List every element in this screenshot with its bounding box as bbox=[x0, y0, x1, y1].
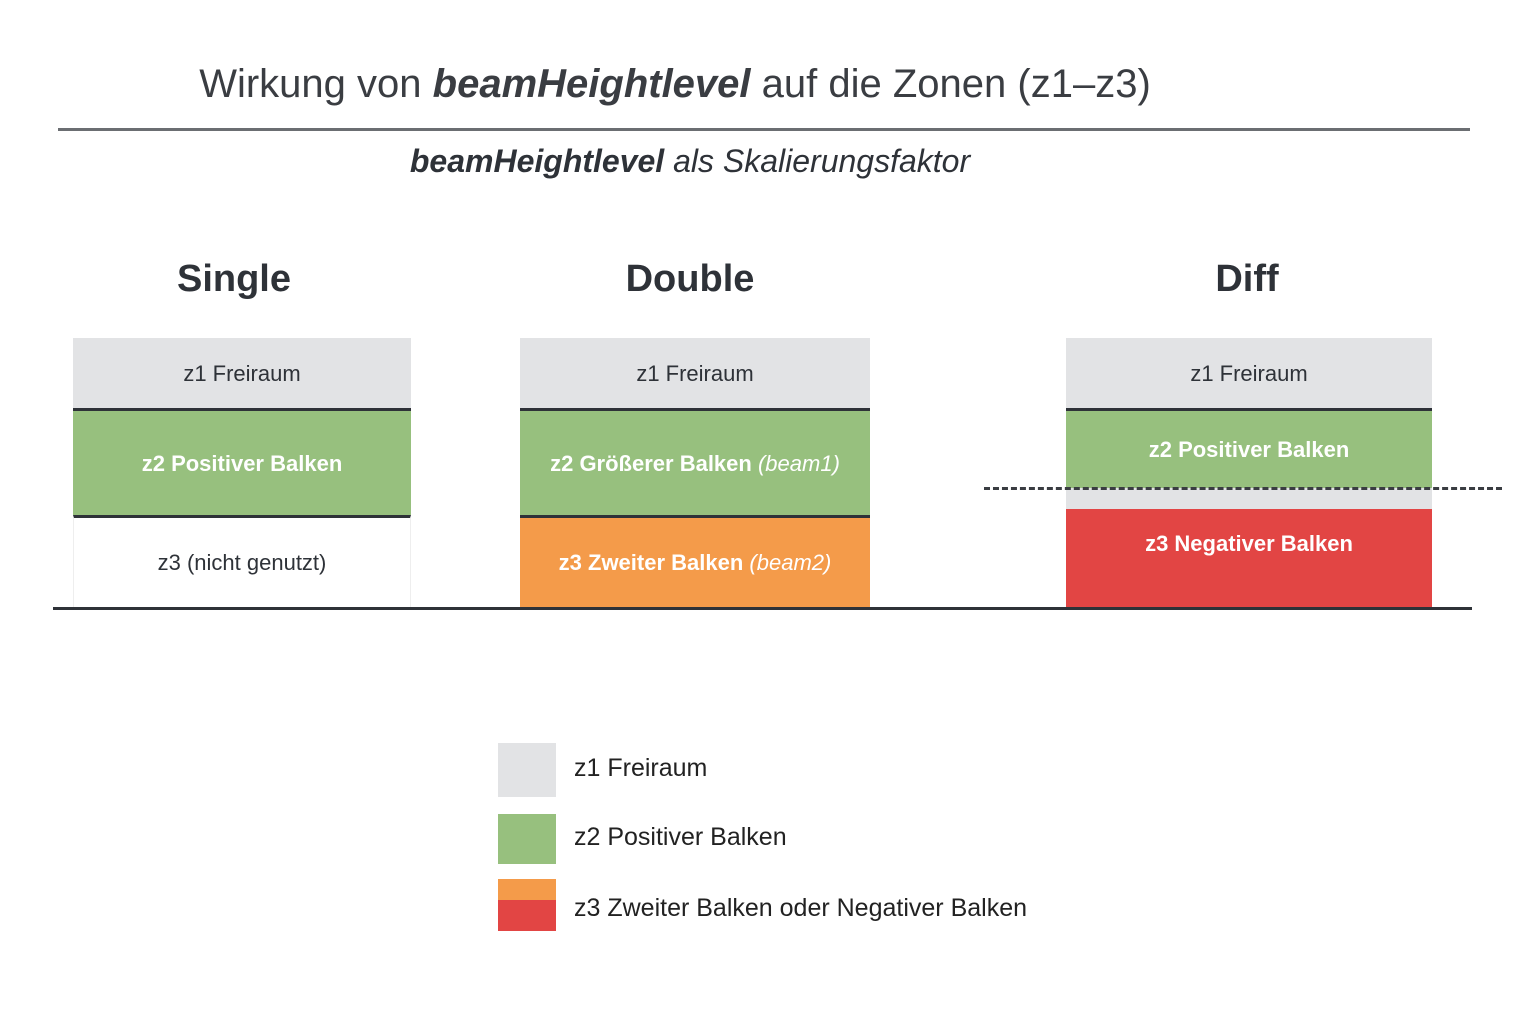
subtitle-suffix: als Skalierungsfaktor bbox=[664, 143, 971, 179]
baseline bbox=[53, 607, 1472, 610]
zone-label: z2 Positiver Balken bbox=[141, 451, 343, 476]
zone-label: z3 (nicht genutzt) bbox=[157, 550, 327, 575]
single-z3-zone: z3 (nicht genutzt) bbox=[73, 515, 411, 608]
legend-swatch-z2 bbox=[498, 814, 556, 864]
subtitle: beamHeightlevel als Skalierungsfaktor bbox=[0, 143, 1380, 180]
single-z2-zone: z2 Positiver Balken bbox=[73, 408, 411, 517]
double-z2-zone: z2 Größerer Balken (beam1) bbox=[520, 408, 870, 517]
zone-label: z3 Negativer Balken bbox=[1145, 530, 1353, 556]
zone-label: z1 Freiraum bbox=[183, 361, 301, 386]
legend-label-z3: z3 Zweiter Balken oder Negativer Balken bbox=[574, 894, 1028, 922]
zone-note: (beam1) bbox=[757, 451, 840, 476]
double-z3-zone: z3 Zweiter Balken (beam2) bbox=[520, 515, 870, 608]
page-title: Wirkung von beamHeightlevel auf die Zone… bbox=[0, 62, 1350, 107]
zone-label: z2 Positiver Balken bbox=[1148, 436, 1350, 462]
legend-swatch-z3-second bbox=[498, 879, 556, 900]
column-heading-double: Double bbox=[625, 258, 755, 300]
double-z1-zone: z1 Freiraum bbox=[520, 338, 870, 410]
diff-gap-zone bbox=[1066, 488, 1432, 509]
legend-swatch-z3-negative bbox=[498, 900, 556, 931]
legend-swatch-z1 bbox=[498, 743, 556, 797]
zone-label: z1 Freiraum bbox=[1190, 361, 1308, 386]
zone-label: z2 Größerer Balken bbox=[550, 451, 752, 476]
zone-note: (beam2) bbox=[749, 550, 832, 575]
title-suffix: auf die Zonen (z1–z3) bbox=[750, 62, 1151, 106]
legend-label-z1: z1 Freiraum bbox=[574, 754, 708, 782]
legend-label-z2: z2 Positiver Balken bbox=[574, 823, 787, 851]
zone-label: z3 Zweiter Balken bbox=[558, 550, 744, 575]
zero-dashed-line bbox=[984, 487, 1502, 490]
diff-z3-zone: z3 Negativer Balken bbox=[1066, 509, 1432, 608]
zone-label: z1 Freiraum bbox=[636, 361, 754, 386]
title-prefix: Wirkung von bbox=[199, 62, 433, 106]
single-z1-zone: z1 Freiraum bbox=[73, 338, 411, 410]
subtitle-emphasis: beamHeightlevel bbox=[409, 143, 665, 179]
title-rule bbox=[58, 128, 1470, 131]
column-heading-single: Single bbox=[176, 258, 292, 300]
diff-z1-zone: z1 Freiraum bbox=[1066, 338, 1432, 410]
title-emphasis: beamHeightlevel bbox=[432, 62, 751, 106]
column-heading-diff: Diff bbox=[1215, 258, 1279, 300]
diff-z2-zone: z2 Positiver Balken bbox=[1066, 408, 1432, 488]
